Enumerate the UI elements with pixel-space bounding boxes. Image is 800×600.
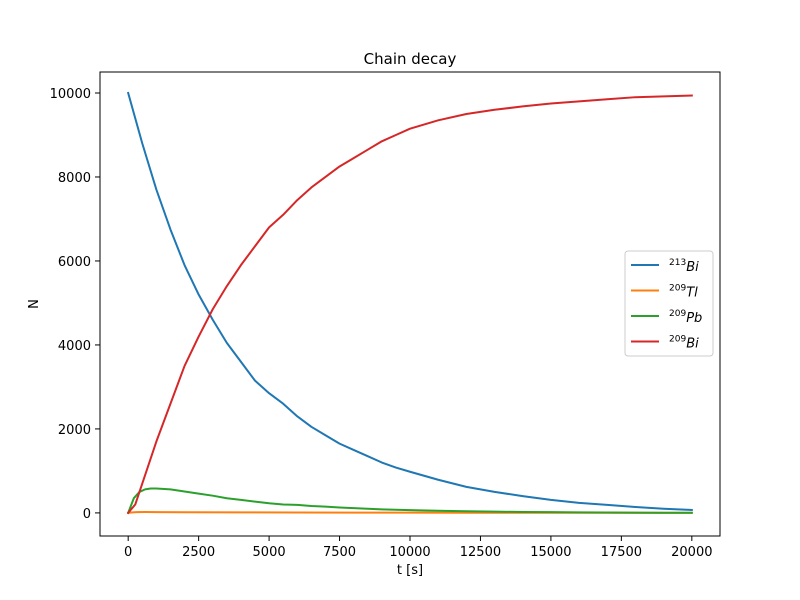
legend-entry-209-bi: 209Bi: [631, 335, 699, 352]
x-tick-label: 10000: [389, 545, 430, 560]
x-tick-label: 2500: [182, 545, 215, 560]
legend-entry-209-pb: 209Pb: [631, 309, 702, 326]
x-axis-label: t [s]: [397, 563, 423, 578]
x-tick-label: 5000: [253, 545, 286, 560]
x-tick-label: 17500: [601, 545, 642, 560]
x-tick-label: 7500: [323, 545, 356, 560]
legend-box: [624, 250, 714, 357]
y-tick-label: 8000: [58, 171, 91, 186]
chart-title: Chain decay: [364, 50, 457, 68]
y-tick-label: 0: [83, 507, 91, 522]
y-tick-label: 10000: [50, 87, 91, 102]
series-layer: [126, 91, 693, 515]
y-axis: 0 2000 4000 6000 8000 10000: [50, 87, 100, 522]
legend: 213Bi 209Tl 209Pb 209Bi: [624, 250, 714, 357]
legend-label: 209Pb: [669, 309, 702, 326]
legend-label: 209Tl: [669, 284, 698, 301]
y-tick-label: 6000: [58, 255, 91, 270]
x-axis: 0 2500 5000 7500 10000 12500 15000 17500 20000: [124, 536, 712, 560]
legend-label: 213Bi: [669, 258, 699, 275]
y-tick-label: 2000: [58, 423, 91, 438]
series-line-209-bi: [126, 94, 693, 515]
x-tick-label: 20000: [671, 545, 712, 560]
y-tick-label: 4000: [58, 339, 91, 354]
legend-entry-213-bi: 213Bi: [631, 258, 699, 275]
x-tick-label: 12500: [460, 545, 501, 560]
x-tick-label: 0: [124, 545, 132, 560]
legend-label: 209Bi: [669, 335, 699, 352]
y-axis-label: N: [27, 299, 42, 309]
legend-entry-209-tl: 209Tl: [631, 284, 698, 301]
series-line-213-bi: [126, 91, 693, 512]
series-line-209-pb: [126, 487, 693, 515]
x-tick-label: 15000: [530, 545, 571, 560]
